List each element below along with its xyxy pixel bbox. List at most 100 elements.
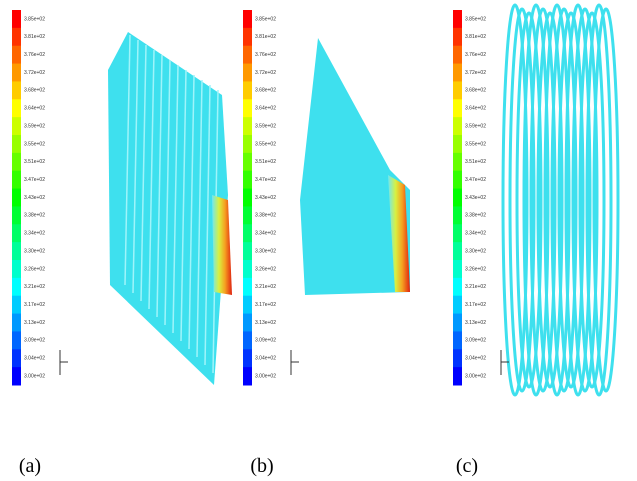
colorbar-cell — [12, 277, 21, 297]
colorbar-label: 3.13e+02 — [465, 320, 486, 326]
ridge — [164, 59, 171, 326]
colorbar-label: 3.81e+02 — [465, 34, 486, 40]
colorbar-label: 3.21e+02 — [24, 284, 45, 290]
ring — [578, 11, 606, 389]
colorbar-label: 3.85e+02 — [255, 16, 276, 22]
colorbar-label: 3.00e+02 — [465, 373, 486, 379]
colorbar-cell — [12, 224, 21, 243]
colorbar-cell — [243, 295, 252, 315]
colorbar-label: 3.26e+02 — [24, 266, 45, 272]
caption: (c) — [456, 455, 478, 477]
colorbar-cell — [243, 188, 252, 207]
colorbar-label: 3.72e+02 — [465, 70, 486, 76]
colorbar-cell — [453, 99, 462, 118]
colorbar-label: 3.47e+02 — [465, 177, 486, 183]
colorbar-cell — [453, 349, 462, 368]
colorbar-label: 3.34e+02 — [255, 231, 276, 237]
colorbar-cell — [453, 277, 462, 297]
caption: (b) — [250, 455, 273, 477]
colorbar: 3.85e+02 3.81e+02 3.76e+02 3.72e+02 3.68e+02… — [453, 10, 509, 386]
colorbar-cell — [243, 206, 252, 225]
colorbar-label: 3.43e+02 — [465, 195, 486, 201]
colorbar-label: 3.09e+02 — [24, 338, 45, 344]
ring — [550, 7, 578, 393]
colorbar-label: 3.64e+02 — [255, 106, 276, 112]
colorbar-label: 3.04e+02 — [465, 356, 486, 362]
colorbar-cell — [243, 313, 252, 332]
colorbar-cell — [243, 331, 252, 350]
colorbar: 3.85e+02 3.81e+02 3.76e+02 3.72e+02 3.68e+02… — [12, 10, 68, 386]
colorbar-label: 3.59e+02 — [255, 123, 276, 129]
ridge — [156, 54, 163, 318]
colorbar-label: 3.47e+02 — [24, 177, 45, 183]
caption: (a) — [19, 455, 41, 477]
ring — [592, 7, 620, 393]
ring — [571, 7, 599, 393]
colorbar-label: 3.76e+02 — [255, 52, 276, 58]
axis-triad — [59, 350, 68, 375]
colorbar-cell — [243, 63, 252, 82]
ridge — [124, 34, 131, 286]
ring — [515, 11, 543, 389]
ring — [501, 3, 529, 397]
colorbar-cell — [243, 242, 252, 261]
colorbar-label: 3.09e+02 — [255, 338, 276, 344]
axis-triad — [290, 350, 299, 375]
colorbar-label: 3.30e+02 — [24, 248, 45, 254]
colorbar-cell — [12, 117, 21, 136]
colorbar-cell — [453, 224, 462, 243]
colorbar-cell — [12, 206, 21, 225]
colorbar-cell — [243, 170, 252, 190]
ring — [543, 3, 571, 397]
colorbar-label: 3.68e+02 — [255, 88, 276, 94]
colorbar-cell — [243, 277, 252, 297]
colorbar-cell — [453, 45, 462, 65]
ridge — [148, 49, 155, 310]
colorbar-cell — [12, 152, 21, 172]
colorbar-label: 3.72e+02 — [24, 70, 45, 76]
colorbar-label: 3.34e+02 — [24, 231, 45, 237]
ridge — [180, 69, 187, 342]
colorbar-label: 3.09e+02 — [465, 338, 486, 344]
colorbar-cell — [12, 242, 21, 261]
colorbar-label: 3.38e+02 — [255, 213, 276, 219]
colorbar-cell — [12, 188, 21, 207]
colorbar-cell — [243, 260, 252, 279]
colorbar-cell — [12, 331, 21, 350]
colorbar-label: 3.85e+02 — [465, 16, 486, 22]
colorbar-label: 3.81e+02 — [255, 34, 276, 40]
colorbar-label: 3.59e+02 — [24, 123, 45, 129]
colorbar-label: 3.38e+02 — [24, 213, 45, 219]
ring — [585, 3, 613, 397]
ring — [536, 11, 564, 389]
panel-c-contour — [501, 3, 620, 397]
colorbar-cell — [243, 349, 252, 368]
colorbar-cell — [12, 170, 21, 190]
colorbar-cell — [243, 152, 252, 172]
colorbar-label: 3.43e+02 — [24, 195, 45, 201]
colorbar-label: 3.34e+02 — [465, 231, 486, 237]
colorbar-label: 3.26e+02 — [255, 266, 276, 272]
colorbar-label: 3.55e+02 — [465, 141, 486, 147]
colorbar-label: 3.21e+02 — [465, 284, 486, 290]
colorbar-cell — [453, 170, 462, 190]
colorbar-cell — [453, 10, 462, 29]
colorbar-cell — [453, 260, 462, 279]
ridge — [172, 64, 179, 334]
colorbar-cell — [12, 10, 21, 29]
ring — [529, 7, 557, 393]
colorbar-cell — [243, 224, 252, 243]
colorbar-cell — [12, 313, 21, 332]
colorbar-cell — [453, 188, 462, 207]
colorbar-label: 3.00e+02 — [255, 373, 276, 379]
ridge — [132, 39, 139, 294]
colorbar-cell — [12, 81, 21, 100]
colorbar-cell — [453, 135, 462, 154]
ridge — [188, 74, 195, 350]
colorbar-cell — [12, 45, 21, 65]
colorbar-cell — [453, 63, 462, 82]
colorbar-label: 3.47e+02 — [255, 177, 276, 183]
colorbar-cell — [453, 81, 462, 100]
ridge — [140, 44, 147, 302]
